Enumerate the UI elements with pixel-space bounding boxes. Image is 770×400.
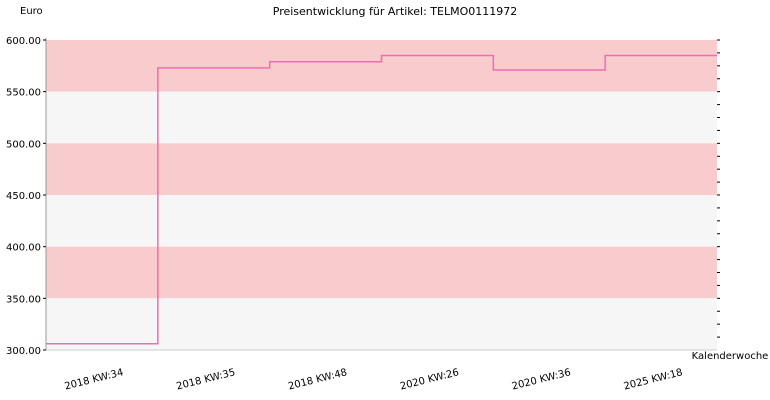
y-axis-ticks: 600.00 550.00 500.00 450.00 400.00 350.00 300.… xyxy=(6,36,46,357)
y-tick-label: 300.00 xyxy=(6,346,41,357)
band-4 xyxy=(46,246,717,299)
x-tick-label: 2018 KW:35 xyxy=(175,367,236,392)
y-tick-label: 500.00 xyxy=(6,139,41,150)
background-bands xyxy=(46,40,717,350)
y-tick-label: 350.00 xyxy=(6,294,41,305)
series-line xyxy=(46,54,717,345)
y-tick-label: 550.00 xyxy=(6,88,41,99)
x-tick-label: 2020 KW:26 xyxy=(399,367,460,392)
x-tick-label: 2020 KW:36 xyxy=(511,367,572,392)
y-tick-label: 450.00 xyxy=(6,191,41,202)
x-tick-label: 2025 KW:18 xyxy=(623,367,684,392)
series-group xyxy=(46,54,717,345)
x-axis-ticks: 2018 KW:34 2018 KW:35 2018 KW:48 2020 KW:26… xyxy=(64,367,684,392)
band-1 xyxy=(46,91,717,144)
band-3 xyxy=(46,195,717,247)
x-axis-label: Kalenderwoche xyxy=(692,351,769,362)
band-5 xyxy=(46,298,717,350)
chart-title: Preisentwicklung für Artikel: TELMO01119… xyxy=(273,5,518,18)
y-tick-label: 600.00 xyxy=(6,36,41,47)
band-2 xyxy=(46,143,717,195)
y-axis-label: Euro xyxy=(20,6,43,17)
band-0 xyxy=(46,40,717,92)
y-tick-label: 400.00 xyxy=(6,243,41,254)
x-tick-label: 2018 KW:34 xyxy=(64,367,125,392)
x-tick-label: 2018 KW:48 xyxy=(287,367,348,392)
